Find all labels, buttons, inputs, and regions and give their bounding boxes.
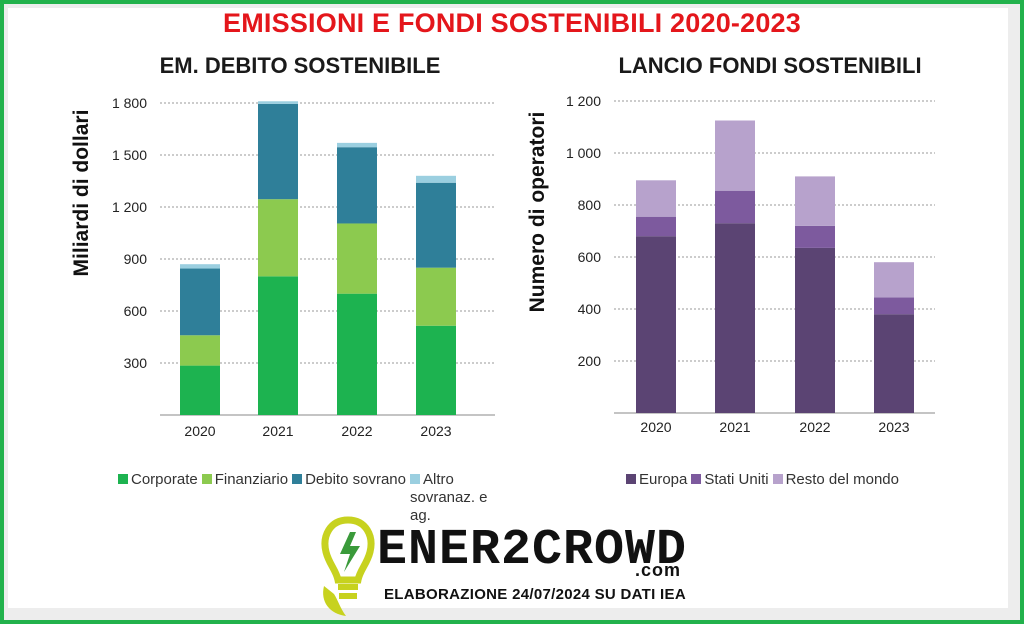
left-chart: 300 600 900 1 200 1 500 1 800 2020 2021 2022 2023… [70,95,495,439]
left-bar-2023-series-2 [416,182,456,268]
legend-item: Debito sovrano [292,471,406,488]
right-y-tick-label: 1 000 [566,145,601,161]
right-bar-2021-series-2 [715,120,755,191]
right-chart-legend: Europa Stati Uniti Resto del mondo [626,471,986,489]
credits-line: ELABORAZIONE 24/07/2024 SU DATI IEA [384,586,686,603]
right-bar-2020-series-0 [636,236,676,413]
legend-swatch [292,474,303,484]
left-bar-2022-series-0 [337,293,377,415]
legend-label: Debito sovrano [305,471,406,488]
left-bar-2022-series-3 [337,142,377,148]
brand-name: ENER2CROWD [377,522,688,579]
content-panel [8,8,1008,608]
left-bar-2020-series-1 [180,335,220,366]
left-chart-title: EM. DEBITO SOSTENIBILE [159,53,441,78]
left-bar-2021-series-1 [258,199,298,277]
right-x-tick-label: 2022 [799,419,830,435]
left-y-tick-label: 600 [124,303,148,319]
left-x-tick-label: 2023 [420,423,451,439]
right-bar-2023-series-2 [874,262,914,298]
right-bar-2020-series-1 [636,216,676,237]
right-bar-2023-series-0 [874,314,914,413]
left-y-tick-label: 900 [124,251,148,267]
right-y-tick-label: 1 200 [566,93,601,109]
legend-swatch [118,474,128,484]
brand-suffix: .com [635,560,682,580]
right-y-tick-label: 600 [578,249,602,265]
right-y-tick-label: 200 [578,353,602,369]
left-bar-2020-series-0 [180,365,220,415]
legend-swatch [409,474,420,484]
legend-swatch [772,474,783,484]
right-bar-2023-series-1 [874,297,914,315]
lightbulb-leaf-icon [321,516,375,616]
legend-label: Resto del mondo [785,471,899,488]
left-y-tick-label: 300 [124,355,148,371]
right-bar-2021-series-1 [715,190,755,224]
legend-swatch [691,474,702,484]
left-bar-2022-series-1 [337,223,377,294]
left-chart-legend: Corporate Finanziario Debito sovrano Altro … [118,471,538,525]
right-x-tick-label: 2020 [640,419,671,435]
left-bar-2023-series-0 [416,325,456,415]
left-bar-2023-series-1 [416,267,456,326]
left-y-axis-title: Miliardi di dollari [70,110,93,277]
legend-swatch [201,474,212,484]
right-bar-2021-series-0 [715,223,755,413]
right-x-tick-label: 2021 [719,419,750,435]
legend-item: Finanziario [201,471,289,488]
right-x-tick-label: 2023 [878,419,909,435]
right-chart: 200 400 600 800 1 000 1 200 2020 2021 2022 2023 Nu… [526,93,935,435]
right-bar-2022-series-1 [795,225,835,248]
left-x-tick-label: 2022 [341,423,372,439]
left-y-tick-label: 1 800 [112,95,147,111]
left-bar-2020-series-3 [180,264,220,269]
legend-item: Corporate [118,471,198,488]
legend-item: Stati Uniti [691,471,769,488]
legend-label: Europa [639,471,688,488]
main-title: EMISSIONI E FONDI SOSTENIBILI 2020-2023 [223,8,801,38]
legend-label: Corporate [131,471,198,488]
left-y-tick-label: 1 500 [112,147,147,163]
right-y-tick-label: 800 [578,197,602,213]
left-bar-2021-series-0 [258,276,298,415]
legend-item: Resto del mondo [772,471,899,488]
legend-item: Europa [626,471,687,488]
left-bar-2022-series-2 [337,147,377,224]
left-bar-2020-series-2 [180,268,220,336]
left-bar-2023-series-3 [416,175,456,183]
left-x-tick-label: 2020 [184,423,215,439]
right-bar-2022-series-0 [795,247,835,413]
right-bar-2022-series-2 [795,176,835,226]
legend-item: Altro sovranaz. e ag. [409,471,510,525]
left-bar-2021-series-2 [258,103,298,200]
right-chart-title: LANCIO FONDI SOSTENIBILI [618,53,922,78]
left-y-tick-label: 1 200 [112,199,147,215]
left-bar-2021-series-3 [258,101,298,104]
legend-label: Finanziario [214,471,289,488]
legend-swatch [626,474,636,484]
left-x-tick-label: 2021 [262,423,293,439]
right-bar-2020-series-2 [636,180,676,217]
legend-label: Altro sovranaz. e ag. [409,471,488,524]
legend-label: Stati Uniti [704,471,769,488]
right-y-axis-title: Numero di operatori [526,112,549,313]
right-y-tick-label: 400 [578,301,602,317]
